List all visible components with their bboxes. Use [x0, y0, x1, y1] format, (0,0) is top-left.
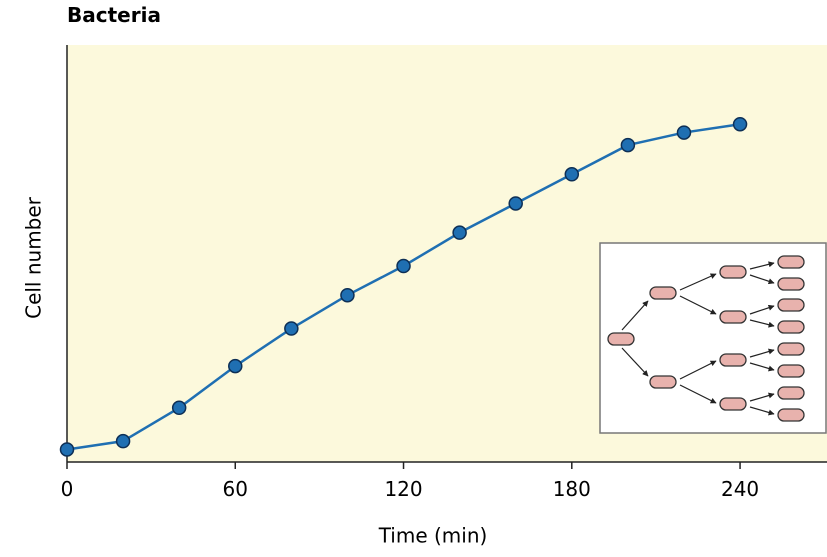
data-point: [340, 287, 355, 303]
data-point: [620, 137, 636, 153]
x-tick-label: 60: [223, 477, 248, 501]
chart-title: Bacteria: [67, 3, 161, 27]
data-point: [115, 433, 131, 449]
x-tick-label: 240: [721, 477, 759, 501]
x-tick-label: 180: [553, 477, 591, 501]
data-point: [59, 442, 75, 457]
inset-diagram: [599, 242, 827, 434]
plot: [59, 116, 748, 457]
x-tick-label: 120: [384, 477, 422, 501]
x-axis-label: Time (min): [378, 524, 488, 548]
data-point: [508, 196, 523, 211]
data-point: [676, 125, 692, 140]
y-axis-label: Cell number: [22, 196, 46, 319]
data-point: [452, 225, 467, 240]
x-tick-label: 0: [61, 477, 74, 501]
data-point: [564, 167, 580, 182]
data-point: [171, 400, 187, 416]
data-point: [732, 116, 748, 132]
data-point: [228, 358, 243, 374]
data-point: [396, 258, 411, 274]
data-point: [284, 321, 299, 336]
